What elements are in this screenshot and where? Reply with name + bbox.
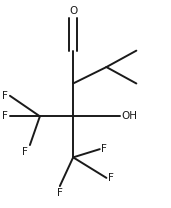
Text: F: F: [57, 188, 63, 198]
Text: O: O: [69, 6, 77, 16]
Text: F: F: [2, 91, 8, 101]
Text: F: F: [2, 111, 8, 121]
Text: F: F: [108, 173, 114, 183]
Text: OH: OH: [121, 111, 137, 121]
Text: F: F: [101, 144, 107, 154]
Text: F: F: [22, 147, 28, 157]
